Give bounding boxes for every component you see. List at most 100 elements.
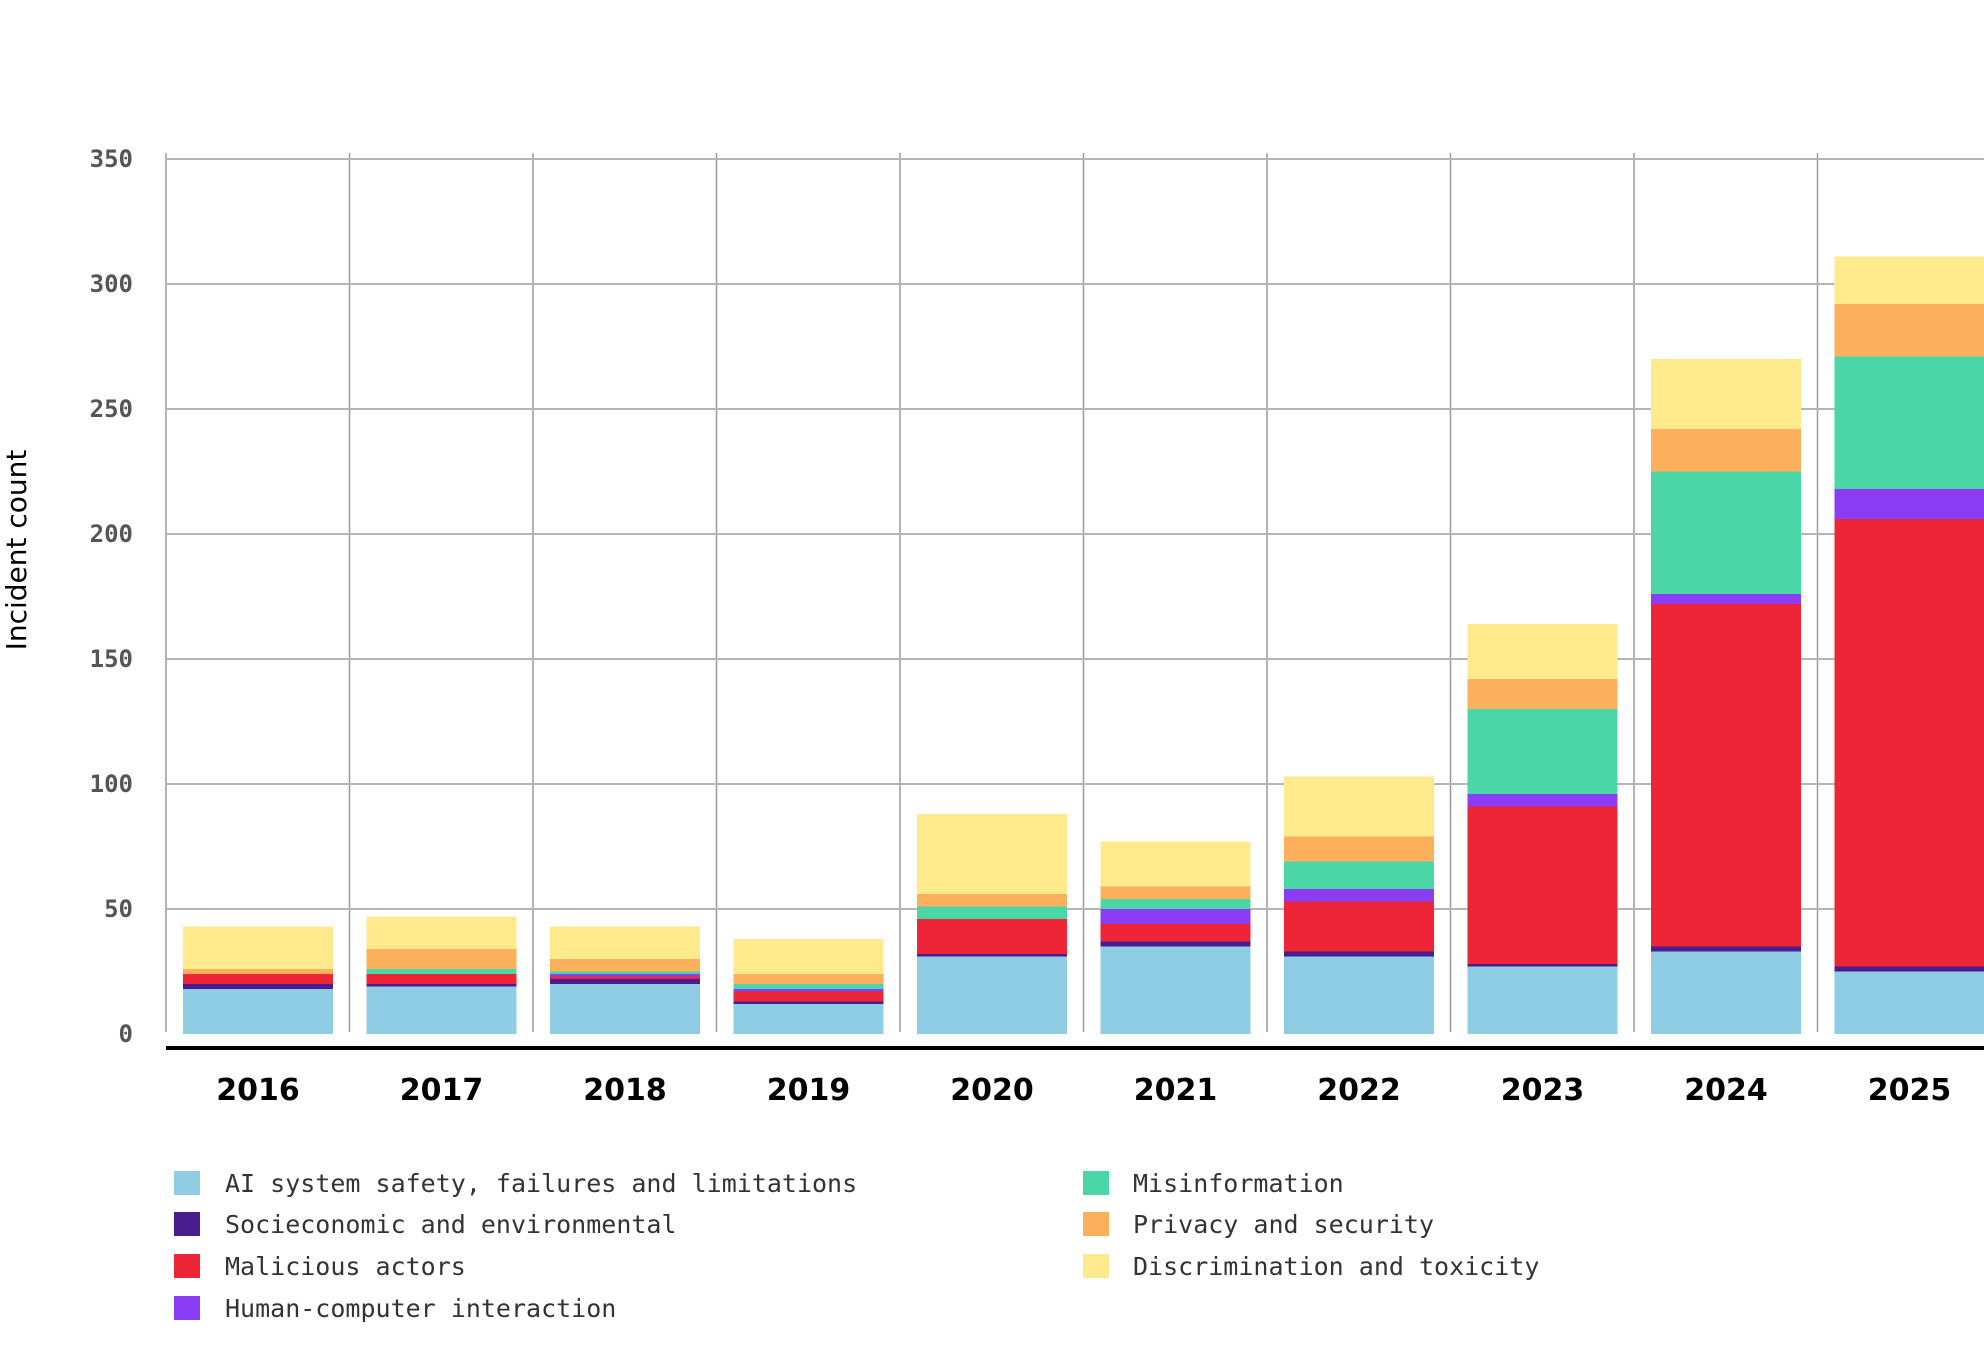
axis-layer: 0 50 100 150 200 250 300 350 2016 2017 2018 2019 202… (0, 145, 1984, 1108)
x-tick-label: 2017 (400, 1073, 484, 1108)
y-tick-label: 150 (90, 645, 133, 673)
bar-segment (1100, 841, 1251, 887)
legend-label: Human-computer interaction (225, 1294, 616, 1323)
x-tick-label: 2022 (1317, 1073, 1401, 1108)
legend-swatch (174, 1171, 200, 1195)
bar-segment (1834, 971, 1984, 1034)
x-tick-label: 2020 (950, 1073, 1034, 1108)
bar-segment (1100, 941, 1251, 947)
bar-segment (1651, 594, 1801, 604)
bar-segment (917, 919, 1067, 954)
bar-segment (1651, 429, 1801, 472)
bar-segment (1284, 776, 1434, 837)
bar-segment (1834, 356, 1984, 489)
bar-segment (1651, 951, 1801, 1034)
bar-segment (733, 974, 884, 984)
bar-segment (1834, 304, 1984, 357)
bar-segment (1651, 946, 1801, 952)
bar-segment (366, 984, 517, 987)
bar-segment (1651, 471, 1801, 594)
x-tick-label: 2023 (1501, 1073, 1585, 1108)
bar-segment (1100, 924, 1251, 942)
bar-segment (917, 906, 1067, 919)
bar-segment (1467, 794, 1618, 807)
bar-segment (733, 1004, 884, 1034)
legend-label: Discrimination and toxicity (1133, 1252, 1539, 1281)
legend-layer: AI system safety, failures and limitatio… (174, 1169, 1539, 1323)
bar-segment (733, 989, 884, 992)
bar-segment (1651, 359, 1801, 429)
bar-segment (917, 956, 1067, 1034)
x-tick-label: 2025 (1868, 1073, 1952, 1108)
bar-segment (917, 954, 1067, 957)
bar-segment (183, 926, 333, 969)
bar-segment (1284, 889, 1434, 902)
bar-segment (1284, 951, 1434, 957)
legend-label: Privacy and security (1133, 1210, 1434, 1239)
bar-segment (550, 926, 700, 959)
bar-segment (550, 974, 700, 977)
bar-segment (1100, 886, 1251, 899)
legend-label: Socieconomic and environmental (225, 1210, 677, 1239)
y-tick-label: 100 (90, 770, 133, 798)
bar-segment (1100, 909, 1251, 924)
y-tick-label: 250 (90, 395, 133, 423)
bar-segment (1100, 899, 1251, 909)
y-tick-label: 0 (119, 1020, 133, 1048)
bar-segment (733, 984, 884, 989)
bar-segment (1834, 966, 1984, 972)
legend-swatch (174, 1296, 200, 1320)
bar-segment (1100, 946, 1251, 1034)
bar-segment (366, 916, 517, 949)
legend-swatch (174, 1254, 200, 1278)
bar-segment (1834, 489, 1984, 519)
bar-segment (1284, 956, 1434, 1034)
bar-segment (550, 984, 700, 1034)
bar-segment (366, 986, 517, 1034)
bar-segment (366, 974, 517, 984)
bar-segment (917, 814, 1067, 894)
bar-segment (1284, 836, 1434, 862)
bar-segment (1467, 964, 1618, 967)
x-tick-label: 2019 (767, 1073, 851, 1108)
bar-segment (1834, 519, 1984, 967)
bar-segment (1467, 624, 1618, 679)
bar-segment (733, 939, 884, 974)
x-tick-label: 2016 (216, 1073, 300, 1108)
bar-segment (366, 949, 517, 969)
bars-layer (183, 256, 1984, 1034)
bar-segment (550, 971, 700, 974)
legend-label: AI system safety, failures and limitatio… (225, 1169, 857, 1198)
bar-segment (1467, 806, 1618, 964)
bar-segment (550, 979, 700, 984)
legend-label: Malicious actors (225, 1252, 466, 1281)
bar-segment (183, 989, 333, 1034)
bar-segment (733, 1001, 884, 1004)
bar-segment (1651, 604, 1801, 947)
x-tick-label: 2018 (583, 1073, 667, 1108)
legend-swatch (1083, 1254, 1109, 1278)
y-tick-label: 300 (90, 270, 133, 298)
legend-swatch (1083, 1171, 1109, 1195)
bar-segment (550, 959, 700, 972)
bar-segment (1467, 966, 1618, 1034)
x-tick-label: 2024 (1684, 1073, 1768, 1108)
bar-segment (1467, 709, 1618, 794)
y-tick-label: 350 (90, 145, 133, 173)
x-tick-label: 2021 (1134, 1073, 1218, 1108)
bar-segment (183, 969, 333, 974)
bar-segment (366, 969, 517, 974)
bar-segment (733, 991, 884, 1002)
y-tick-label: 200 (90, 520, 133, 548)
bar-segment (1284, 901, 1434, 952)
y-axis-title: Incident count (0, 450, 33, 651)
bar-segment (183, 974, 333, 984)
bar-segment (183, 984, 333, 989)
legend-swatch (174, 1212, 200, 1236)
legend-label: Misinformation (1133, 1169, 1344, 1198)
bar-segment (917, 894, 1067, 907)
bar-segment (1467, 679, 1618, 709)
y-tick-label: 50 (104, 895, 133, 923)
bar-segment (1834, 256, 1984, 304)
